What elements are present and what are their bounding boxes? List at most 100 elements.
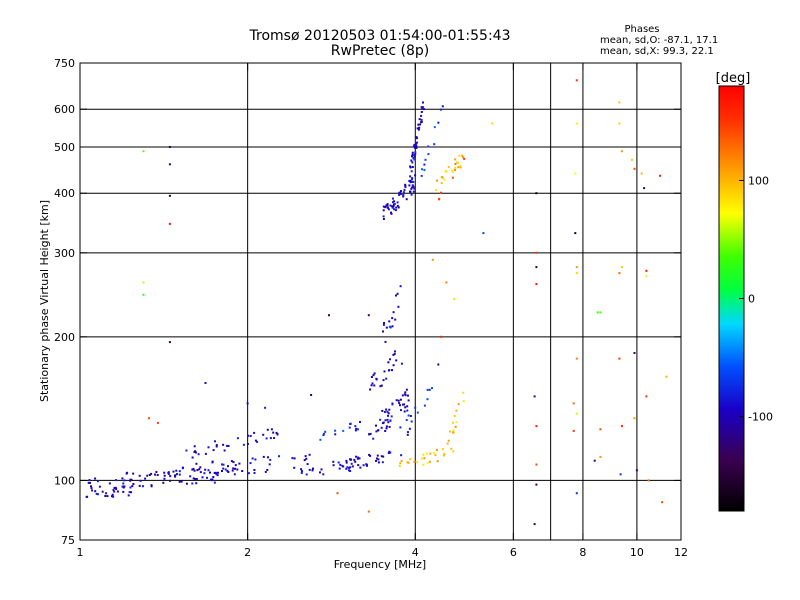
data-point (132, 472, 135, 475)
data-point (619, 473, 622, 476)
data-point (402, 193, 405, 196)
data-point (388, 320, 391, 323)
data-point (423, 457, 426, 460)
data-point (236, 437, 239, 440)
data-point (575, 272, 578, 275)
y-tick-label: 100 (54, 474, 75, 487)
data-point (381, 409, 384, 412)
data-point (139, 479, 142, 482)
data-point (150, 485, 153, 488)
data-point (94, 477, 97, 480)
data-point (459, 166, 462, 169)
data-point (419, 123, 422, 126)
data-point (221, 470, 223, 472)
data-point (221, 463, 223, 466)
data-point (389, 358, 391, 361)
data-point (446, 442, 449, 445)
data-point (401, 394, 404, 397)
data-point (447, 166, 450, 168)
data-point (370, 384, 373, 387)
data-point (405, 388, 408, 391)
data-point (400, 362, 403, 365)
data-point (575, 79, 578, 82)
data-point (367, 510, 370, 513)
data-point (264, 470, 267, 473)
data-point (308, 468, 311, 471)
x-tick-label: 10 (630, 546, 644, 559)
data-point (185, 449, 188, 452)
data-point (357, 464, 360, 467)
colorbar-unit-label: [deg] (716, 71, 751, 86)
data-point (410, 187, 413, 190)
data-point (382, 323, 385, 326)
data-point (387, 369, 390, 372)
data-point (533, 395, 536, 398)
data-point (141, 485, 144, 488)
data-point (269, 458, 272, 461)
data-point (454, 166, 457, 169)
data-point (422, 453, 425, 456)
data-point (222, 463, 225, 466)
y-tick-label: 200 (54, 331, 75, 344)
data-point (268, 463, 271, 466)
stats-heading: Phases (624, 24, 659, 35)
data-point (633, 167, 636, 170)
data-point (90, 485, 92, 488)
data-point (247, 434, 250, 437)
data-point (396, 204, 399, 207)
x-tick-label: 8 (579, 546, 586, 559)
data-point (264, 406, 267, 409)
data-point (278, 455, 280, 458)
data-point (336, 492, 339, 495)
data-point (256, 440, 259, 443)
data-point (385, 377, 388, 380)
data-point (311, 469, 314, 472)
data-point (410, 186, 413, 189)
data-point (440, 191, 442, 194)
data-point (599, 455, 602, 458)
data-point (253, 472, 256, 474)
data-point (455, 409, 458, 412)
data-point (215, 472, 218, 475)
data-point (303, 459, 306, 462)
data-point (90, 487, 93, 490)
data-point (96, 480, 99, 483)
data-point (150, 484, 153, 487)
data-point (163, 477, 166, 480)
data-point (399, 426, 402, 429)
data-point (393, 200, 396, 203)
data-point (383, 322, 385, 324)
data-point (458, 154, 461, 157)
data-point (448, 430, 451, 433)
data-point (310, 394, 313, 396)
data-point (319, 438, 322, 441)
data-point (452, 450, 455, 453)
data-point (407, 414, 410, 417)
data-point (420, 114, 423, 117)
data-point (413, 460, 416, 463)
data-point (122, 490, 125, 493)
data-point (246, 443, 249, 445)
data-point (169, 475, 172, 478)
data-point (450, 447, 453, 450)
data-point (121, 477, 124, 480)
data-point (455, 421, 458, 423)
data-point (253, 469, 256, 471)
data-point (596, 311, 599, 314)
data-point (427, 145, 430, 148)
data-point (355, 455, 358, 458)
data-point (631, 158, 633, 161)
data-point (178, 473, 181, 476)
data-point (108, 482, 111, 485)
data-point (368, 433, 371, 436)
data-point (408, 184, 411, 187)
data-point (293, 466, 296, 469)
data-point (391, 206, 394, 209)
data-point (138, 484, 141, 487)
data-point (345, 459, 348, 462)
data-point (415, 137, 418, 140)
data-point (416, 461, 419, 464)
data-point (454, 169, 457, 172)
data-point (312, 467, 314, 470)
data-point (129, 479, 132, 482)
